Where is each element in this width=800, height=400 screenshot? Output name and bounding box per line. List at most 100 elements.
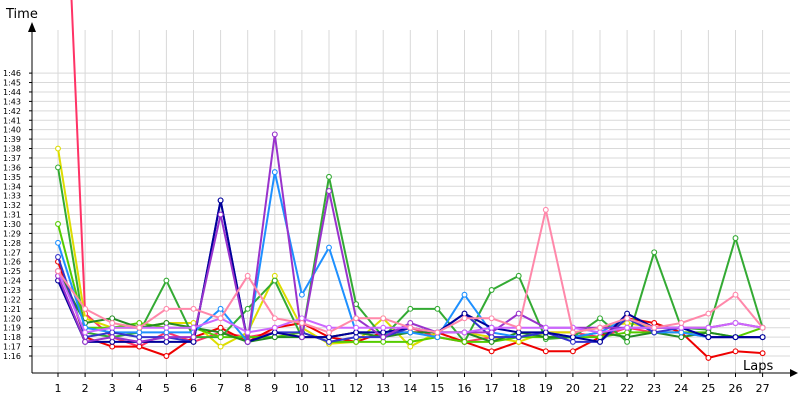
x-tick-label: 16	[458, 382, 472, 395]
series-12	[55, 206, 766, 336]
data-point	[542, 324, 549, 331]
x-tick-label: 4	[136, 382, 143, 395]
x-tick-label: 1	[55, 382, 62, 395]
x-tick-label: 23	[647, 382, 661, 395]
data-point	[190, 334, 197, 341]
data-point	[434, 329, 441, 336]
y-tick-label: 1:33	[3, 192, 21, 201]
data-point	[326, 334, 332, 341]
data-point	[678, 334, 685, 341]
data-point	[407, 305, 414, 312]
data-point	[488, 315, 495, 322]
data-point	[163, 305, 170, 312]
data-point	[55, 164, 61, 171]
y-tick-label: 1:40	[3, 126, 21, 135]
x-tick-label: 5	[163, 382, 170, 395]
y-tick-label: 1:16	[3, 352, 21, 361]
data-point	[407, 320, 414, 326]
y-axis-title: Time	[5, 7, 38, 22]
data-point	[326, 173, 332, 180]
data-point	[109, 324, 116, 331]
data-point	[109, 320, 116, 326]
y-tick-label: 1:36	[3, 163, 21, 172]
data-point	[217, 329, 224, 336]
data-point	[271, 324, 278, 331]
data-point	[163, 353, 170, 359]
data-point	[109, 329, 116, 336]
data-point	[732, 334, 739, 341]
data-point	[163, 334, 170, 341]
x-tick-label: 9	[271, 382, 278, 395]
y-tick-label: 1:41	[3, 116, 21, 125]
y-tick-label: 1:22	[3, 295, 21, 304]
data-point	[326, 338, 332, 345]
data-point	[678, 324, 685, 331]
data-point	[759, 350, 766, 357]
data-point	[55, 268, 61, 275]
data-point	[109, 338, 116, 345]
y-tick-label: 1:26	[3, 258, 21, 267]
data-point	[244, 338, 251, 345]
data-point	[82, 329, 89, 336]
data-point	[217, 324, 224, 331]
y-tick-label: 1:31	[3, 211, 21, 220]
data-point	[705, 329, 712, 336]
data-point	[109, 315, 116, 322]
data-point	[705, 324, 712, 331]
data-point	[217, 211, 224, 218]
y-tick-label: 1:44	[3, 88, 21, 97]
data-point	[217, 315, 224, 322]
y-tick-label: 1:29	[3, 229, 21, 238]
data-point	[515, 324, 522, 331]
data-point	[271, 334, 278, 341]
x-tick-label: 15	[430, 382, 444, 395]
x-tick-label: 19	[539, 382, 553, 395]
data-point	[651, 329, 658, 336]
data-point	[217, 334, 224, 341]
data-point	[461, 329, 468, 336]
data-point	[190, 305, 197, 312]
data-point	[163, 320, 170, 326]
data-point	[488, 329, 495, 336]
data-point	[678, 329, 685, 336]
data-point	[705, 310, 712, 317]
y-tick-label: 1:43	[3, 97, 21, 106]
data-point	[732, 291, 739, 298]
data-point	[82, 338, 89, 345]
x-tick-label: 3	[109, 382, 116, 395]
y-tick-label: 1:37	[3, 154, 21, 163]
data-point	[515, 272, 522, 279]
data-point	[271, 169, 278, 176]
y-tick-label: 1:18	[3, 333, 21, 342]
y-tick-label: 1:35	[3, 173, 21, 182]
data-point	[190, 338, 197, 345]
data-point	[353, 334, 360, 341]
data-point	[651, 249, 658, 256]
data-point	[217, 343, 224, 350]
data-point	[55, 145, 61, 152]
x-tick-label: 25	[701, 382, 715, 395]
data-point	[353, 315, 360, 322]
data-point	[244, 305, 251, 312]
data-point	[515, 310, 522, 317]
data-point	[271, 272, 278, 279]
x-tick-label: 2	[82, 382, 89, 395]
data-point	[461, 315, 468, 322]
x-tick-label: 12	[349, 382, 363, 395]
data-point	[407, 343, 414, 350]
data-point	[542, 348, 549, 355]
data-point	[597, 329, 603, 336]
data-point	[353, 338, 360, 345]
data-point	[326, 244, 332, 251]
data-point	[569, 338, 576, 345]
data-point	[55, 221, 61, 227]
x-tick-label: 21	[593, 382, 607, 395]
data-point	[217, 197, 224, 204]
data-point	[705, 354, 712, 361]
data-point	[109, 334, 116, 341]
data-point	[380, 334, 387, 341]
x-tick-label: 14	[403, 382, 417, 395]
data-point	[190, 324, 197, 331]
y-tick-label: 1:30	[3, 220, 21, 229]
data-point	[326, 188, 332, 194]
